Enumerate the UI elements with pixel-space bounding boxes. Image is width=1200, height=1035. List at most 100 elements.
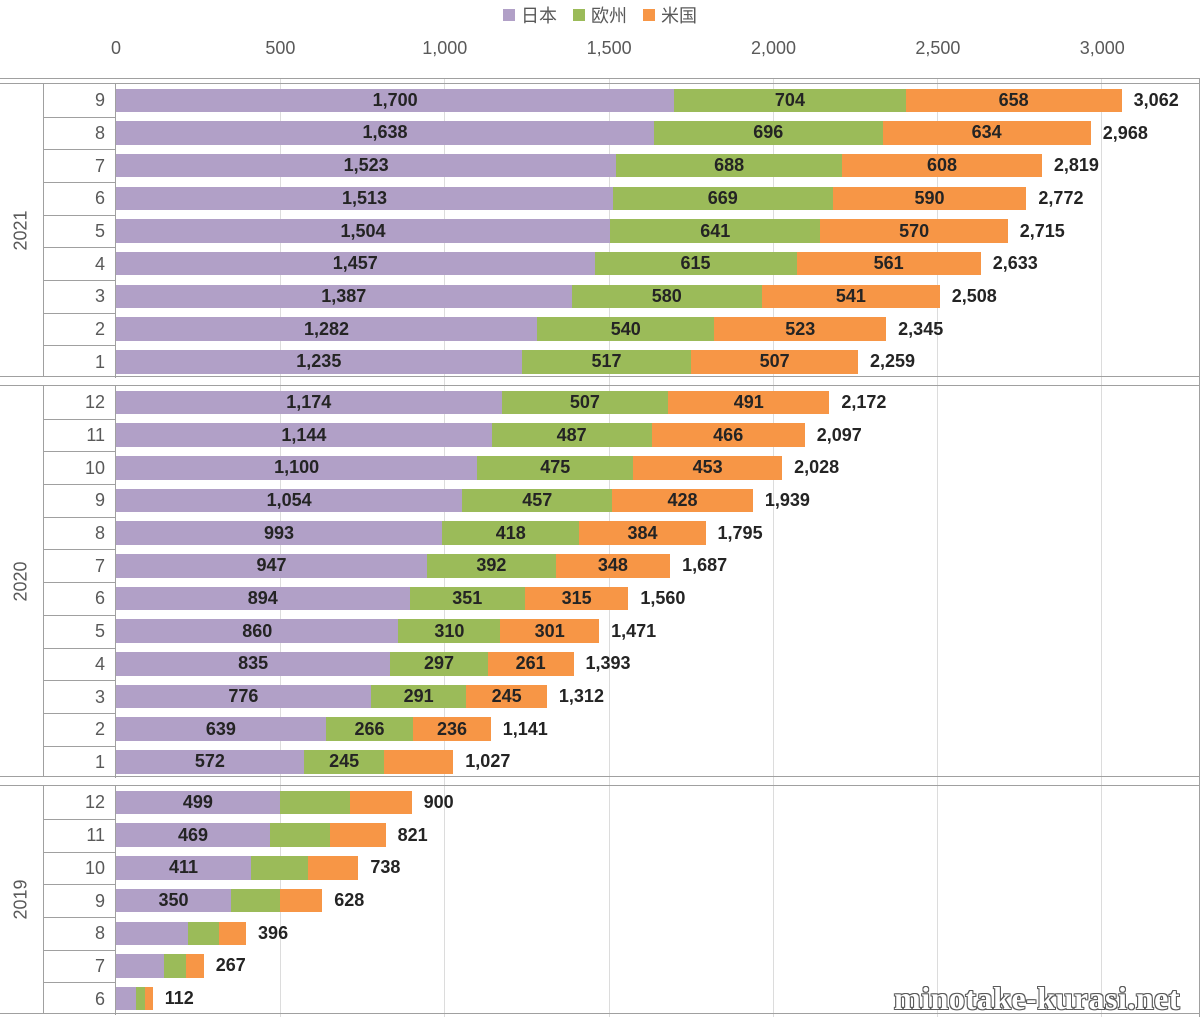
plot-area: 202191,7007046583,06281,6386966342,96871… <box>0 78 1200 1017</box>
segment-japan: 1,504 <box>116 219 610 243</box>
total-label: 628 <box>322 884 364 917</box>
legend-item: 欧州 <box>573 2 627 28</box>
month-label: 2 <box>44 313 116 346</box>
x-axis-tick: 1,000 <box>422 38 467 59</box>
segment-japan: 469 <box>116 823 270 847</box>
segment-europe <box>270 823 330 847</box>
month-label: 7 <box>44 950 116 983</box>
total-label: 396 <box>246 917 288 950</box>
bar-row: 121,1745074912,172 <box>44 386 1199 419</box>
segment-europe: 310 <box>398 619 500 643</box>
segment-europe: 392 <box>427 554 556 578</box>
segment-europe: 351 <box>410 587 525 611</box>
x-axis-tick: 1,500 <box>587 38 632 59</box>
legend-swatch <box>503 9 515 21</box>
segment-europe: 266 <box>326 717 413 741</box>
bar-area: 469 821 <box>116 819 1167 852</box>
segment-japan: 639 <box>116 717 326 741</box>
x-axis-tick: 0 <box>111 38 121 59</box>
segment-japan: 1,282 <box>116 317 537 341</box>
segment-japan: 947 <box>116 554 427 578</box>
segment-usa <box>145 987 153 1011</box>
month-label: 6 <box>44 582 116 615</box>
segment-usa: 590 <box>833 187 1027 211</box>
bar-area: 1,7007046583,062 <box>116 84 1167 117</box>
segment-usa: 570 <box>820 219 1007 243</box>
month-label: 1 <box>44 746 116 779</box>
bar-area: 8943513151,560 <box>116 582 1167 615</box>
total-label: 2,968 <box>1091 117 1148 150</box>
segment-usa: 523 <box>714 317 886 341</box>
segment-usa: 236 <box>413 717 491 741</box>
bar-row: 111,1444874662,097 <box>44 419 1199 452</box>
bar-row: 58603103011,471 <box>44 615 1199 648</box>
segment-japan: 350 <box>116 889 231 913</box>
bar-row: 101,1004754532,028 <box>44 451 1199 484</box>
total-label: 1,393 <box>574 648 631 681</box>
bar-row: 7267 <box>44 950 1199 983</box>
total-label: 2,819 <box>1042 149 1099 182</box>
bar-area: 9934183841,795 <box>116 517 1167 550</box>
bar-row: 12499900 <box>44 786 1199 819</box>
total-label: 1,795 <box>706 517 763 550</box>
segment-japan: 1,700 <box>116 89 674 113</box>
legend-item: 米国 <box>643 2 697 28</box>
segment-europe: 297 <box>390 652 488 676</box>
year-label: 2021 <box>0 84 44 376</box>
bar-area: 267 <box>116 950 1167 983</box>
bar-area: 7762912451,312 <box>116 680 1167 713</box>
total-label: 1,141 <box>491 713 548 746</box>
bar-row: 26392662361,141 <box>44 713 1199 746</box>
segment-europe: 615 <box>595 252 797 276</box>
bar-area: 1,2825405232,345 <box>116 313 1167 346</box>
bar-area: 1,5046415702,715 <box>116 215 1167 248</box>
segment-usa: 608 <box>842 154 1042 178</box>
bar-row: 21,2825405232,345 <box>44 313 1199 346</box>
segment-usa <box>350 791 411 815</box>
bar-row: 11,2355175072,259 <box>44 345 1199 378</box>
segment-japan: 860 <box>116 619 398 643</box>
bar-area: 1,5236886082,819 <box>116 149 1167 182</box>
bar-area: 499900 <box>116 786 1167 819</box>
legend-label: 米国 <box>661 2 697 28</box>
month-label: 12 <box>44 786 116 819</box>
total-label: 2,097 <box>805 419 862 452</box>
segment-usa: 315 <box>525 587 628 611</box>
segment-europe: 688 <box>616 154 842 178</box>
segment-usa: 466 <box>652 423 805 447</box>
segment-japan: 776 <box>116 685 371 709</box>
total-label: 1,939 <box>753 484 810 517</box>
year-group: 202191,7007046583,06281,6386966342,96871… <box>0 83 1199 377</box>
segment-japan: 411 <box>116 856 251 880</box>
segment-europe <box>136 987 145 1011</box>
bar-row: 61,5136695902,772 <box>44 182 1199 215</box>
x-axis-tick: 500 <box>265 38 295 59</box>
segment-europe <box>231 889 280 913</box>
segment-usa: 491 <box>668 391 829 415</box>
month-label: 4 <box>44 648 116 681</box>
month-label: 5 <box>44 615 116 648</box>
x-axis-tick: 2,000 <box>751 38 796 59</box>
legend-label: 欧州 <box>591 2 627 28</box>
bar-area: 5722451,027 <box>116 746 1167 779</box>
segment-europe: 507 <box>502 391 669 415</box>
bar-area: 1,1004754532,028 <box>116 451 1167 484</box>
legend-swatch <box>643 9 655 21</box>
total-label: 2,345 <box>886 313 943 346</box>
month-label: 11 <box>44 419 116 452</box>
total-label: 2,508 <box>940 280 997 313</box>
segment-usa <box>330 823 386 847</box>
total-label: 1,471 <box>599 615 656 648</box>
segment-usa: 658 <box>906 89 1122 113</box>
bar-row: 15722451,027 <box>44 746 1199 779</box>
bar-row: 68943513151,560 <box>44 582 1199 615</box>
total-label: 821 <box>386 819 428 852</box>
segment-japan <box>116 954 164 978</box>
month-label: 8 <box>44 517 116 550</box>
segment-europe <box>188 922 219 946</box>
watermark: minotake-kurasi.net <box>894 980 1180 1017</box>
segment-japan: 1,513 <box>116 187 613 211</box>
total-label: 2,633 <box>981 247 1038 280</box>
x-axis: 05001,0001,5002,0002,5003,000 <box>116 38 1168 68</box>
bar-area: 1,4576155612,633 <box>116 247 1167 280</box>
